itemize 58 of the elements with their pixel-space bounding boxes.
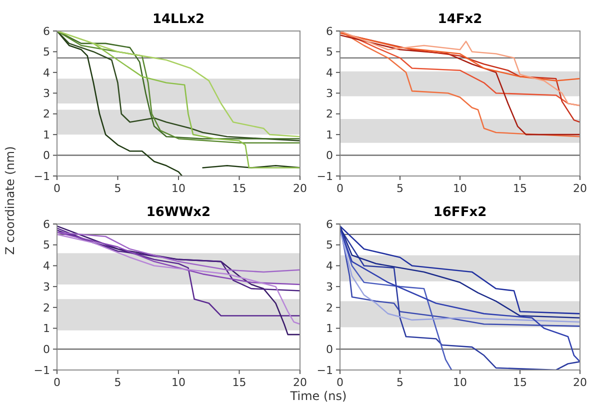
- y-tick-label: 0: [43, 342, 50, 356]
- x-tick-label: 5: [396, 182, 404, 195]
- y-tick-label: 1: [43, 322, 50, 336]
- y-tick-label: −1: [34, 170, 50, 183]
- y-tick-label: 5: [43, 46, 50, 59]
- y-tick-label: 2: [43, 108, 50, 121]
- y-tick-label: 6: [326, 24, 333, 38]
- y-tick-label: 0: [326, 342, 333, 356]
- x-tick-label: 0: [54, 376, 60, 389]
- y-tick-label: 5: [43, 238, 50, 252]
- y-tick-label: 0: [43, 149, 50, 162]
- y-tick-label: 2: [326, 301, 333, 314]
- y-tick-label: 3: [43, 86, 50, 100]
- x-tick-label: 10: [453, 376, 467, 389]
- y-tick-label: 2: [43, 301, 50, 314]
- y-tick-label: −1: [316, 364, 333, 377]
- x-tick-label: 0: [336, 376, 344, 389]
- x-tick-label: 15: [513, 376, 527, 389]
- y-tick-label: 0: [326, 149, 333, 162]
- x-tick-label: 15: [232, 376, 246, 389]
- y-tick-label: 1: [326, 322, 333, 336]
- x-tick-label: 15: [232, 182, 246, 195]
- y-tick-label: 4: [43, 260, 50, 273]
- x-tick-label: 10: [453, 182, 467, 195]
- y-tick-label: 3: [326, 280, 333, 294]
- x-tick-label: 20: [573, 182, 587, 195]
- x-tick-label: 5: [396, 376, 404, 389]
- y-tick-label: 3: [43, 280, 50, 294]
- x-axis-title: Time (ns): [289, 389, 347, 403]
- y-tick-label: 2: [326, 108, 333, 121]
- y-tick-label: 5: [326, 238, 333, 252]
- y-tick-label: 4: [326, 260, 333, 273]
- x-tick-label: 0: [54, 182, 60, 195]
- x-tick-label: 5: [114, 376, 122, 389]
- y-tick-label: 1: [326, 128, 333, 142]
- y-tick-label: 4: [326, 66, 333, 80]
- y-tick-label: −1: [34, 364, 50, 377]
- y-tick-label: 6: [43, 24, 50, 38]
- y-tick-label: 5: [326, 46, 333, 59]
- x-tick-label: 20: [293, 182, 307, 195]
- x-tick-label: 0: [336, 182, 344, 195]
- y-tick-label: 1: [43, 128, 50, 142]
- y-tick-label: 6: [326, 218, 333, 231]
- chart-title: 14LLx2: [152, 12, 205, 27]
- x-tick-label: 20: [293, 376, 307, 389]
- x-tick-label: 10: [172, 376, 186, 389]
- x-tick-label: 5: [114, 182, 122, 195]
- y-axis-title: Z coordinate (nm): [3, 146, 17, 255]
- x-tick-label: 15: [513, 182, 527, 195]
- x-tick-label: 20: [573, 376, 587, 389]
- chart-title: 16FFx2: [433, 205, 487, 220]
- chart-title: 16WWx2: [146, 205, 211, 220]
- y-tick-label: 4: [43, 66, 50, 80]
- x-tick-label: 10: [172, 182, 186, 195]
- y-tick-label: 3: [326, 86, 333, 100]
- y-tick-label: 6: [43, 218, 50, 231]
- y-tick-label: −1: [316, 170, 333, 183]
- chart-title: 14Fx2: [438, 12, 482, 27]
